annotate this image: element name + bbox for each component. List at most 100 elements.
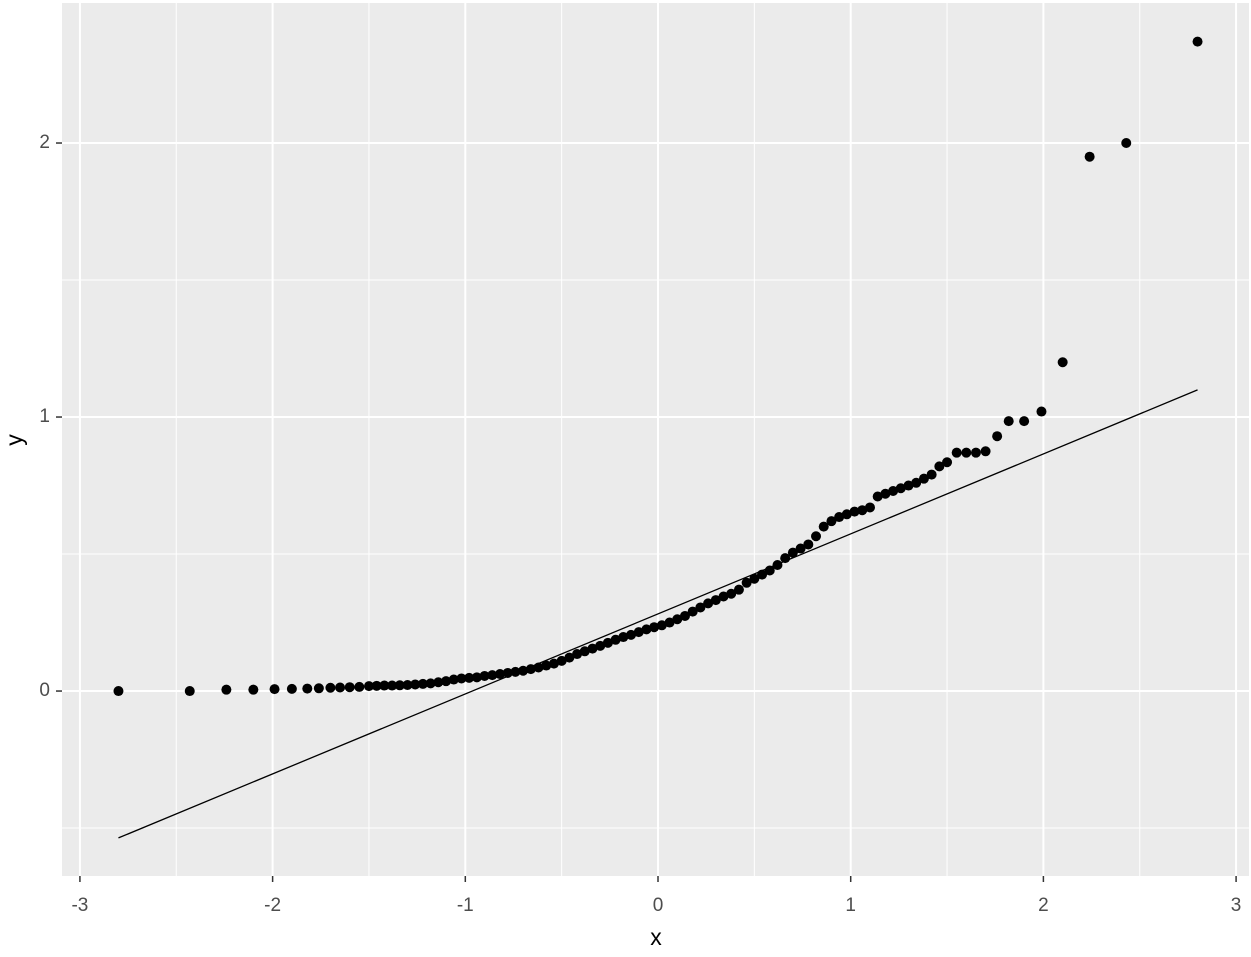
point bbox=[726, 588, 737, 599]
point bbox=[433, 677, 444, 688]
y-tick-label: 0 bbox=[39, 680, 50, 701]
point bbox=[572, 649, 583, 660]
point bbox=[811, 531, 822, 542]
point bbox=[1121, 138, 1132, 149]
point bbox=[602, 637, 613, 648]
point bbox=[441, 676, 452, 687]
point bbox=[325, 682, 336, 693]
point bbox=[795, 543, 806, 554]
point bbox=[487, 670, 498, 681]
point bbox=[942, 457, 953, 468]
point bbox=[872, 491, 883, 502]
point bbox=[379, 680, 390, 691]
point bbox=[626, 629, 637, 640]
point bbox=[687, 606, 698, 617]
point bbox=[849, 506, 860, 517]
point bbox=[864, 502, 875, 513]
point bbox=[641, 624, 652, 635]
point bbox=[841, 509, 852, 520]
x-tick-label: -3 bbox=[71, 895, 88, 916]
point bbox=[757, 569, 768, 580]
point bbox=[656, 620, 667, 631]
point bbox=[335, 682, 346, 693]
point bbox=[564, 652, 575, 663]
point bbox=[448, 674, 459, 685]
point bbox=[410, 679, 421, 690]
point bbox=[718, 591, 729, 602]
point bbox=[502, 667, 513, 678]
point bbox=[556, 655, 567, 666]
point bbox=[1057, 357, 1068, 368]
x-tick-label: 2 bbox=[1038, 895, 1049, 916]
point bbox=[595, 640, 606, 651]
x-tick-label: 3 bbox=[1231, 895, 1242, 916]
point bbox=[344, 682, 355, 693]
point bbox=[1036, 406, 1047, 417]
point bbox=[857, 505, 868, 516]
point bbox=[880, 488, 891, 499]
point bbox=[618, 632, 629, 643]
point bbox=[548, 658, 559, 669]
point bbox=[934, 461, 945, 472]
point bbox=[579, 646, 590, 657]
panel bbox=[62, 3, 1249, 876]
point bbox=[1084, 151, 1095, 162]
x-axis-label: x bbox=[650, 924, 662, 950]
point bbox=[387, 680, 398, 691]
point bbox=[363, 681, 374, 692]
x-tick-label: 1 bbox=[845, 895, 856, 916]
point bbox=[970, 447, 981, 458]
x-tick-label: -2 bbox=[264, 895, 281, 916]
point bbox=[672, 614, 683, 625]
point bbox=[510, 666, 521, 677]
point bbox=[587, 643, 598, 654]
point bbox=[695, 602, 706, 613]
point bbox=[313, 683, 324, 694]
y-axis-label: y bbox=[1, 434, 27, 446]
point bbox=[302, 683, 313, 694]
point bbox=[911, 477, 922, 488]
point bbox=[980, 446, 991, 457]
point bbox=[951, 447, 962, 458]
point bbox=[787, 547, 798, 558]
point bbox=[471, 672, 482, 683]
point bbox=[826, 516, 837, 527]
point bbox=[354, 681, 365, 692]
point bbox=[664, 617, 675, 628]
point bbox=[479, 670, 490, 681]
x-tick-label: -1 bbox=[457, 895, 474, 916]
point bbox=[803, 539, 814, 550]
point bbox=[456, 673, 467, 684]
point bbox=[610, 634, 621, 645]
point bbox=[1003, 416, 1014, 427]
point bbox=[269, 684, 280, 695]
point bbox=[533, 662, 544, 673]
reference-line bbox=[118, 389, 1198, 839]
point bbox=[710, 595, 721, 606]
point bbox=[780, 553, 791, 564]
point bbox=[184, 686, 195, 697]
point bbox=[961, 447, 972, 458]
point bbox=[402, 680, 413, 691]
point bbox=[425, 678, 436, 689]
point bbox=[518, 665, 529, 676]
point bbox=[992, 431, 1003, 442]
point bbox=[895, 483, 906, 494]
point bbox=[764, 565, 775, 576]
point bbox=[464, 672, 475, 683]
point bbox=[703, 598, 714, 609]
point bbox=[394, 680, 405, 691]
point bbox=[888, 486, 899, 497]
point bbox=[834, 512, 845, 523]
point bbox=[525, 664, 536, 675]
point bbox=[818, 521, 829, 532]
point bbox=[417, 678, 428, 689]
point bbox=[741, 577, 752, 588]
point bbox=[286, 683, 297, 694]
point bbox=[649, 622, 660, 633]
point bbox=[918, 473, 929, 484]
y-tick-label: 2 bbox=[39, 132, 50, 153]
point bbox=[633, 627, 644, 638]
